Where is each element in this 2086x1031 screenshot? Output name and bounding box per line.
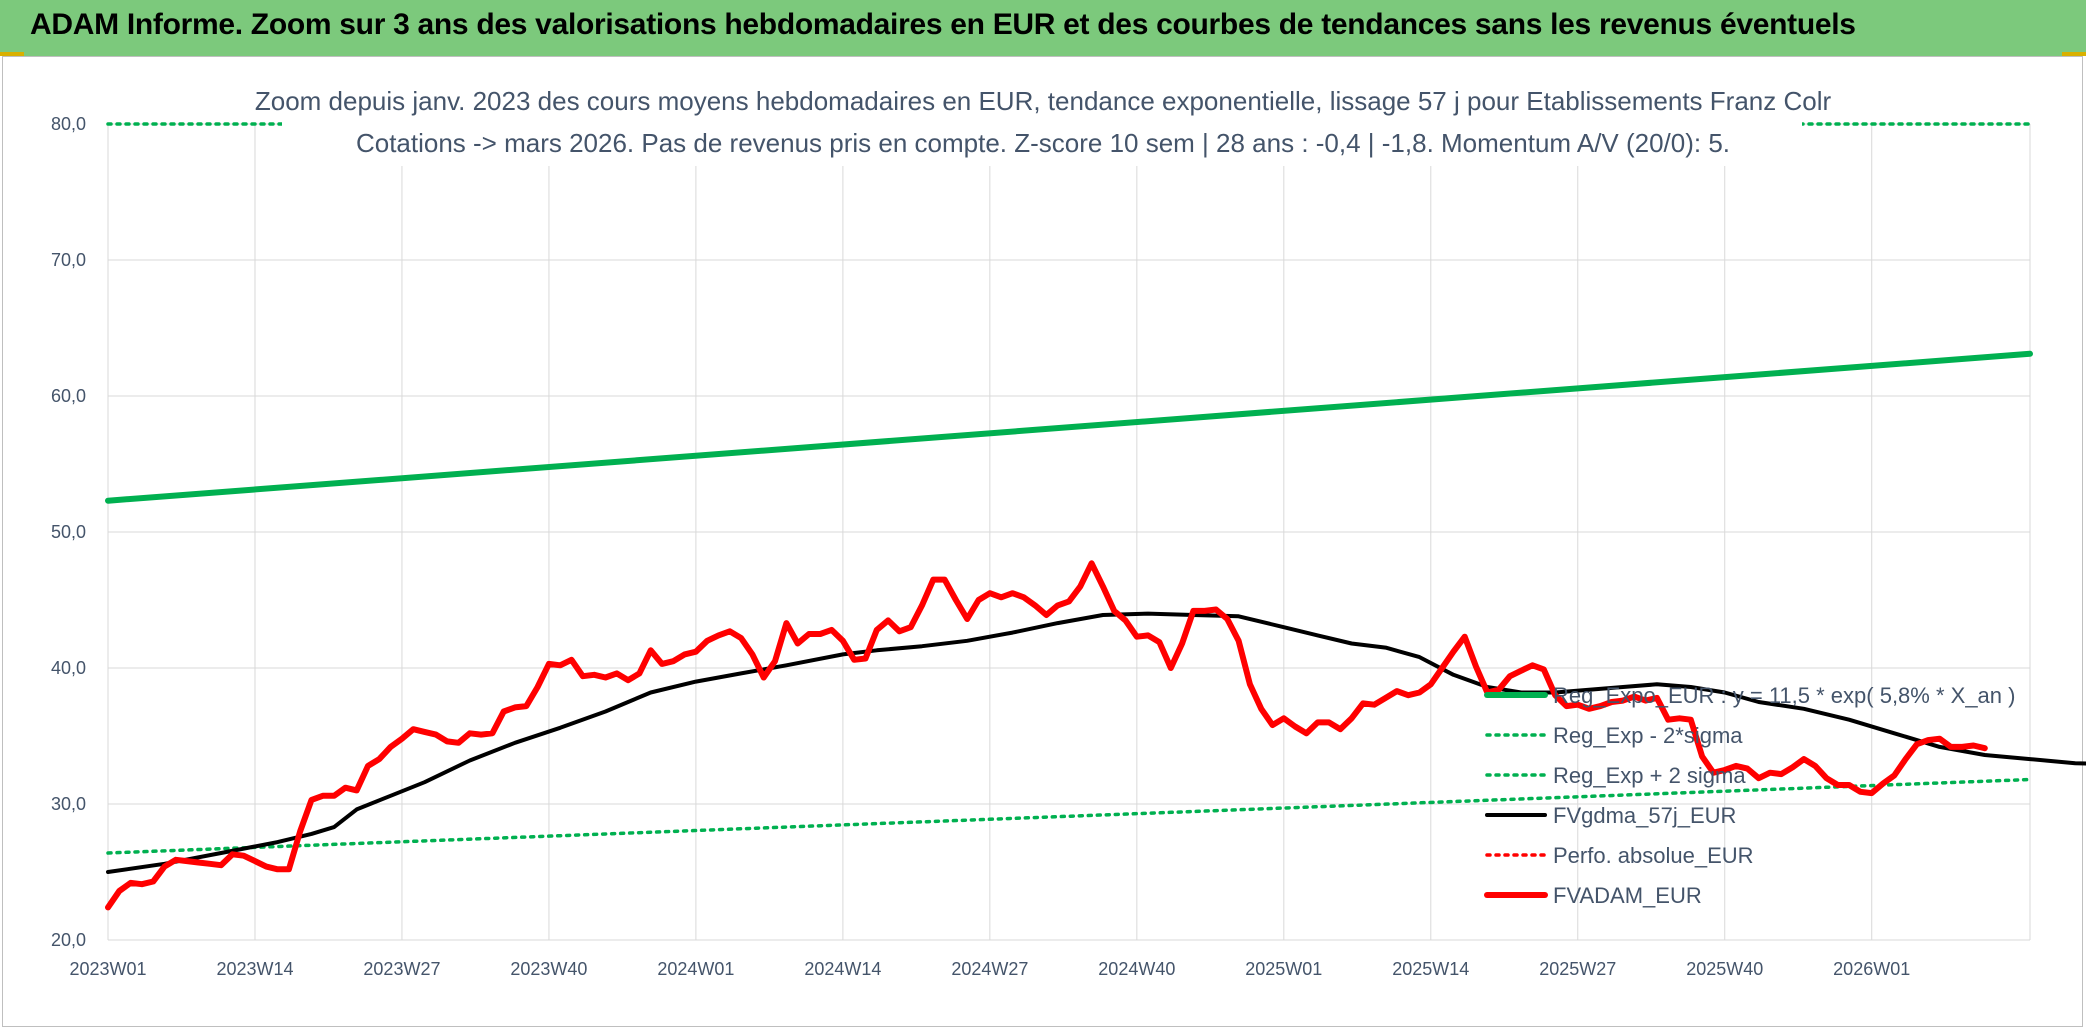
series-line-5 (105, 560, 1988, 911)
legend-label-5: FVADAM_EUR (1553, 883, 1702, 908)
legend-label-3: FVgdma_57j_EUR (1553, 803, 1736, 828)
y-tick-label: 30,0 (51, 794, 86, 814)
x-tick-label: 2026W01 (1833, 959, 1910, 979)
legend-label-2: Reg_Exp + 2 sigma (1553, 763, 1746, 788)
x-tick-label: 2025W01 (1245, 959, 1322, 979)
x-tick-label: 2024W40 (1098, 959, 1175, 979)
series-layer (105, 122, 2086, 911)
x-tick-label: 2025W14 (1392, 959, 1469, 979)
x-tick-label: 2025W27 (1539, 959, 1616, 979)
x-axis: 2023W01 2023W14 2023W27 2023W40 2024W01 2024W… (69, 959, 1910, 979)
banner-corner-left (0, 52, 24, 56)
x-tick-label: 2024W01 (657, 959, 734, 979)
series-line-0 (105, 350, 2033, 504)
y-tick-label: 50,0 (51, 522, 86, 542)
x-tick-label: 2024W14 (804, 959, 881, 979)
y-tick-label: 20,0 (51, 930, 86, 950)
chart-title-line1: Zoom depuis janv. 2023 des cours moyens … (255, 86, 1832, 116)
x-tick-label: 2023W01 (69, 959, 146, 979)
title-background (282, 82, 1802, 166)
legend-label-1: Reg_Exp - 2*sigma (1553, 723, 1743, 748)
series-line-1 (106, 777, 2032, 855)
series-line-3 (106, 611, 2086, 874)
y-tick-label: 70,0 (51, 250, 86, 270)
title-banner: ADAM Informe. Zoom sur 3 ans des valoris… (0, 0, 2086, 56)
grid-lines (107, 123, 2031, 941)
chart-frame (2, 56, 2083, 1027)
legend-label-4: Perfo. absolue_EUR (1553, 843, 1754, 868)
y-tick-label: 60,0 (51, 386, 86, 406)
y-tick-label: 80,0 (51, 114, 86, 134)
x-tick-label: 2024W27 (951, 959, 1028, 979)
x-tick-label: 2023W14 (216, 959, 293, 979)
x-tick-label: 2025W40 (1686, 959, 1763, 979)
legend: Reg_Expo_EUR : y = 11,5 * exp( 5,8% * X_… (1484, 683, 2015, 908)
banner-corner-right (2062, 52, 2086, 56)
y-axis: 20,0 30,0 40,0 50,0 60,0 70,0 80,0 (51, 114, 86, 950)
chart-title-line2: Cotations -> mars 2026. Pas de revenus p… (356, 128, 1730, 158)
x-tick-label: 2023W40 (510, 959, 587, 979)
x-tick-label: 2023W27 (363, 959, 440, 979)
y-tick-label: 40,0 (51, 658, 86, 678)
legend-label-0: Reg_Expo_EUR : y = 11,5 * exp( 5,8% * X_… (1553, 683, 2015, 708)
report-title: ADAM Informe. Zoom sur 3 ans des valoris… (30, 8, 1856, 41)
